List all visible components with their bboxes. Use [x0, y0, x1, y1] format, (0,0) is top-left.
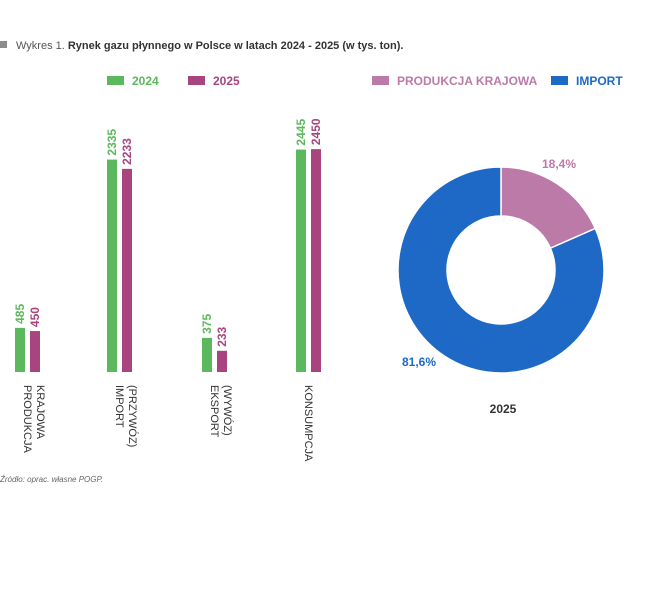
caption-prefix: Wykres 1. [16, 40, 65, 52]
bar-value-2024-2: 375 [200, 314, 214, 334]
pie-value-label-0: 18,4% [542, 157, 576, 171]
category-label-1-1: (PRZYWÓZ) [126, 385, 139, 447]
pie-legend-label-1: IMPORT [576, 74, 623, 88]
bar-2024-0 [15, 327, 25, 372]
bar-2025-2 [217, 350, 227, 372]
pie-legend-swatch-0 [372, 76, 389, 85]
source-note: Źródło: oprac. własne POGP. [0, 475, 104, 484]
legend-swatch-2025 [188, 76, 205, 85]
pie-slice-1 [397, 166, 605, 374]
bar-value-2025-1: 2233 [120, 138, 134, 165]
caption-marker [0, 41, 7, 48]
category-label-2-0: EKSPORT [208, 385, 220, 438]
bar-value-2024-3: 2445 [294, 119, 308, 146]
legend-label-2025: 2025 [213, 74, 240, 88]
bar-2025-0 [30, 331, 40, 372]
legend-label-2024: 2024 [132, 74, 159, 88]
pie-title: 2025 [490, 402, 517, 416]
bar-2025-3 [311, 149, 321, 372]
category-label-0-0: PRODUKCJA [21, 385, 33, 454]
category-label-3-0: KONSUMPCJA [302, 385, 314, 462]
pie-legend-label-0: PRODUKCJA KRAJOWA [397, 74, 538, 88]
bar-value-2025-2: 233 [215, 326, 229, 346]
bar-2025-1 [122, 168, 132, 372]
chart-caption: Wykres 1. Rynek gazu płynnego w Polsce w… [0, 40, 403, 52]
category-label-2-1: (WYWÓZ) [221, 385, 234, 436]
bar-value-2025-3: 2450 [309, 118, 323, 145]
bar-2024-2 [202, 337, 212, 372]
bar-2024-3 [296, 149, 306, 372]
chart-area: 2024 2025 485 450 PRODUKCJA KRAJOWA 2335 2233 IM… [13, 74, 623, 462]
legend-swatch-2024 [107, 76, 124, 85]
category-label-1-0: IMPORT [113, 385, 125, 428]
bar-value-2024-0: 485 [13, 304, 27, 324]
bar-value-2024-1: 2335 [105, 129, 119, 156]
bar-value-2025-0: 450 [28, 307, 42, 327]
category-label-0-1: KRAJOWA [34, 385, 46, 440]
bar-2024-1 [107, 159, 117, 372]
caption-title: Rynek gazu płynnego w Polsce w latach 20… [67, 40, 404, 52]
pie-value-label-1: 81,6% [402, 355, 436, 369]
pie-legend-swatch-1 [551, 76, 568, 85]
